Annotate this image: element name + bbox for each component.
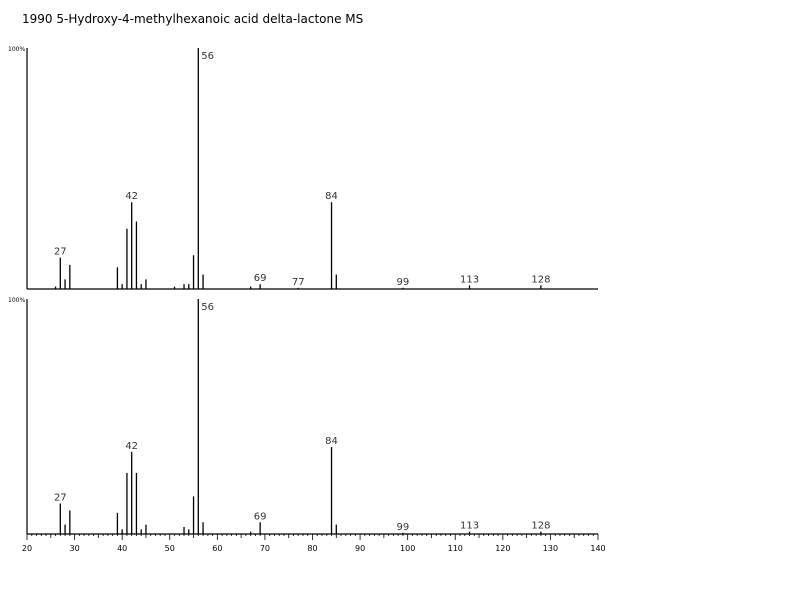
peak-label: 84 xyxy=(325,191,338,202)
x-tick-label: 130 xyxy=(543,544,558,553)
x-tick-label: 110 xyxy=(448,544,463,553)
peak-label: 113 xyxy=(460,521,479,532)
peak-label: 99 xyxy=(397,522,410,533)
peak-label: 42 xyxy=(125,191,138,202)
y-max-label: 100% xyxy=(8,297,25,304)
x-tick-label: 120 xyxy=(495,544,510,553)
x-tick-label: 30 xyxy=(69,544,79,553)
x-axis: 20 30 40 50 60 70 80 90 100 110 120 130 140 xyxy=(22,534,606,553)
x-tick-label: 40 xyxy=(117,544,127,553)
x-tick-label: 90 xyxy=(355,544,365,553)
peak-label: 42 xyxy=(125,441,138,452)
x-tick-label: 70 xyxy=(260,544,270,553)
x-tick-label: 60 xyxy=(212,544,222,553)
peak-label: 69 xyxy=(254,273,267,284)
peak-label: 113 xyxy=(460,274,479,285)
x-tick-label: 100 xyxy=(400,544,415,553)
upper-spectrum-panel: 100% 27 42 56 69 77 84 99 113 128 xyxy=(8,46,598,290)
peak-label: 56 xyxy=(201,302,214,313)
y-max-label: 100% xyxy=(8,46,25,53)
peak-label: 128 xyxy=(531,521,550,532)
peak-label: 99 xyxy=(397,277,410,288)
x-tick-label: 20 xyxy=(22,544,32,553)
lower-spectrum-panel: 100% 27 42 56 69 84 99 113 128 xyxy=(8,297,598,535)
peak-label: 77 xyxy=(292,277,305,288)
x-tick-label: 80 xyxy=(307,544,317,553)
chart-title: 1990 5-Hydroxy-4-methylhexanoic acid del… xyxy=(22,12,364,26)
x-tick-label: 140 xyxy=(590,544,605,553)
peak-label: 27 xyxy=(54,247,67,258)
x-tick-label: 50 xyxy=(165,544,175,553)
peak-label: 56 xyxy=(201,51,214,62)
peak-label: 27 xyxy=(54,492,67,503)
peak-label: 128 xyxy=(531,274,550,285)
peak-label: 84 xyxy=(325,436,338,447)
peak-label: 69 xyxy=(254,511,267,522)
